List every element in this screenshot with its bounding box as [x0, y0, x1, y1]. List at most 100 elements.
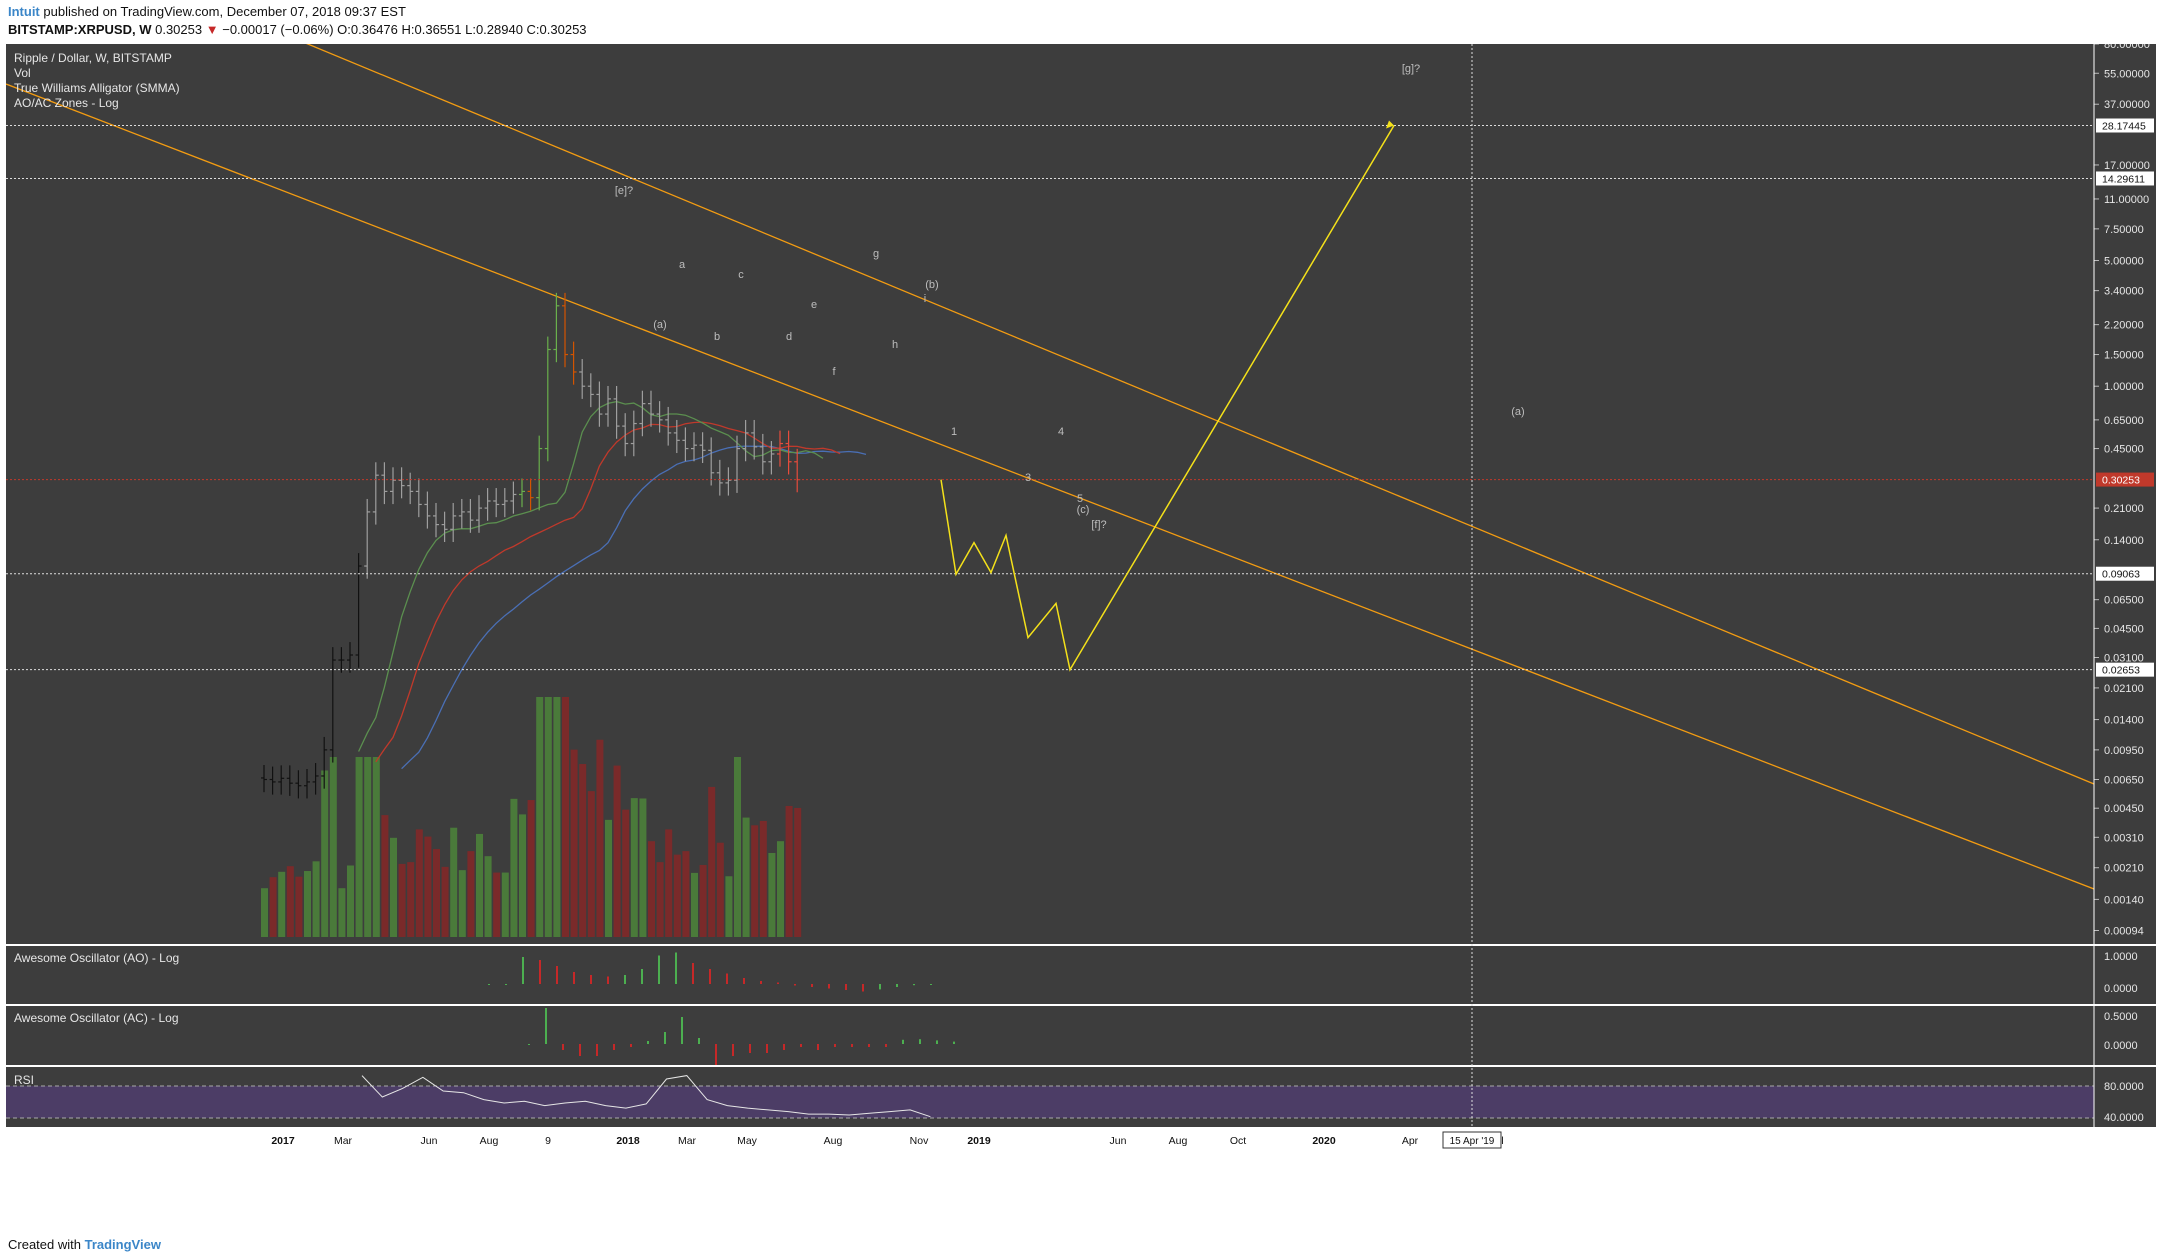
wave-label: f [832, 366, 836, 378]
price-axis-label: 0.65000 [2104, 415, 2144, 427]
volume-bar [622, 809, 630, 937]
ao-panel-title: Awesome Oscillator (AO) - Log [14, 951, 179, 965]
ac-bar [902, 1039, 904, 1044]
ao-bar [573, 972, 575, 984]
chart-container[interactable]: [e]? a b c d e f g h i (a) (b) (c) 1 3 4 5 [f]? [g]? (a) 80… [6, 39, 2156, 1230]
ac-bar [545, 1008, 547, 1044]
price-axis-label: 0.00140 [2104, 894, 2144, 906]
down-arrow-icon: ▼ [205, 22, 219, 37]
volume-bar [476, 833, 483, 937]
footer: Created with TradingView [8, 1237, 161, 1252]
publish-line: Intuit published on TradingView.com, Dec… [8, 4, 406, 19]
wave-label: a [679, 259, 686, 271]
wave-label: b [714, 331, 720, 343]
ac-bar [885, 1044, 887, 1047]
ac-bar [681, 1017, 683, 1044]
volume-bar [355, 757, 363, 937]
ac-bar [936, 1040, 938, 1044]
ao-bar [556, 966, 558, 984]
volume-bar [553, 697, 561, 937]
ao-bar [896, 984, 898, 987]
ac-panel-title: Awesome Oscillator (AC) - Log [14, 1011, 179, 1025]
volume-bar [501, 872, 509, 937]
volume-bar [536, 697, 544, 937]
price-axis-label: 0.03100 [2104, 652, 2144, 664]
wave-label: 5 [1077, 493, 1083, 505]
ao-bar [828, 984, 830, 989]
price-axis-label: 3.40000 [2104, 286, 2144, 298]
time-axis-label: Aug [1169, 1135, 1188, 1147]
price-label: 0.02653 [2102, 665, 2140, 677]
volume-bar [433, 849, 440, 937]
price-axis-label: 1.50000 [2104, 350, 2144, 362]
volume-bar [295, 876, 303, 937]
volume-bar [708, 786, 716, 937]
volume-bar [424, 836, 432, 937]
ao-tick-zero: 0.0000 [2104, 983, 2138, 995]
crosshair-date: 15 Apr '19 [1450, 1136, 1495, 1147]
ac-bar [749, 1044, 751, 1053]
price-axis-label: 0.04500 [2104, 623, 2144, 635]
rsi-line [361, 1075, 931, 1118]
ao-bar [607, 976, 609, 984]
wave-label: [e]? [615, 185, 633, 197]
ohlc-values: O:0.36476 H:0.36551 L:0.28940 C:0.30253 [337, 22, 587, 37]
ao-bar [862, 984, 864, 992]
crosshair-date-box [1442, 1131, 1502, 1149]
ac-bar [664, 1032, 666, 1044]
wave-label: 4 [1058, 426, 1064, 438]
volume-bar [338, 888, 346, 937]
volume-bar [269, 877, 277, 937]
volume-bar [725, 876, 733, 937]
ao-bar [590, 975, 592, 984]
time-axis-label: Aug [824, 1135, 843, 1147]
forecast-path [940, 120, 1395, 672]
price-label-box [2096, 472, 2154, 487]
time-axis-label: 2018 [616, 1135, 640, 1147]
ao-bar [879, 984, 881, 990]
volume-bar [648, 841, 655, 937]
ao-bar [777, 982, 779, 984]
price-axis-label: 0.06500 [2104, 595, 2144, 607]
price-label-box [2096, 662, 2154, 677]
publish-info: published on TradingView.com, December 0… [39, 4, 406, 19]
wave-label: [f]? [1091, 519, 1106, 531]
main-panel-bg [6, 44, 2094, 944]
symbol: BITSTAMP:XRPUSD, W [8, 22, 152, 37]
tradingview-logo-icon[interactable]: TradingView [84, 1237, 161, 1252]
volume-bar [785, 805, 793, 937]
wave-label: (b) [925, 279, 938, 291]
time-axis-label: 2017 [271, 1135, 295, 1147]
wave-labels: [e]? a b c d e f g h i (a) (b) (c) 1 3 4 5 [f]? [g]? (a) [615, 63, 1525, 531]
volume-bar [777, 841, 784, 937]
price-axis-label: 1.00000 [2104, 381, 2144, 393]
price-label-box [2096, 171, 2154, 186]
price-axis-label: 17.00000 [2104, 160, 2150, 172]
volume-bar [665, 829, 673, 937]
ac-tick-zero: 0.0000 [2104, 1040, 2138, 1052]
price-label: 0.30253 [2102, 475, 2140, 487]
ac-bar [851, 1044, 853, 1047]
ac-bar [919, 1039, 921, 1044]
volume-bar [562, 697, 569, 937]
price-axis-label: 0.01400 [2104, 715, 2144, 727]
volume-bar [467, 851, 475, 937]
price-axis: 80.00000 55.00000 37.00000 17.00000 11.00000… [2094, 39, 2154, 938]
rsi-tick-high: 80.0000 [2104, 1081, 2144, 1093]
forecast-arrow-icon [1386, 120, 1394, 129]
ao-bar [658, 955, 660, 984]
price-axis-label: 0.00094 [2104, 926, 2144, 938]
volume-bar [673, 854, 681, 937]
volume-bar [656, 862, 664, 937]
time-axis-bg [6, 1128, 2156, 1148]
price-label: 14.29611 [2102, 173, 2145, 185]
volume-bar [450, 827, 458, 937]
volume-bar [261, 888, 268, 937]
ac-bar [562, 1044, 564, 1050]
time-axis-label: 9 [545, 1135, 551, 1147]
author-name[interactable]: Intuit [8, 4, 40, 19]
chart-svg[interactable]: [e]? a b c d e f g h i (a) (b) (c) 1 3 4 5 [f]? [g]? (a) 80… [6, 39, 2156, 1230]
time-axis-label: May [737, 1135, 758, 1147]
volume-bar [364, 757, 372, 937]
ac-bar [817, 1044, 819, 1050]
